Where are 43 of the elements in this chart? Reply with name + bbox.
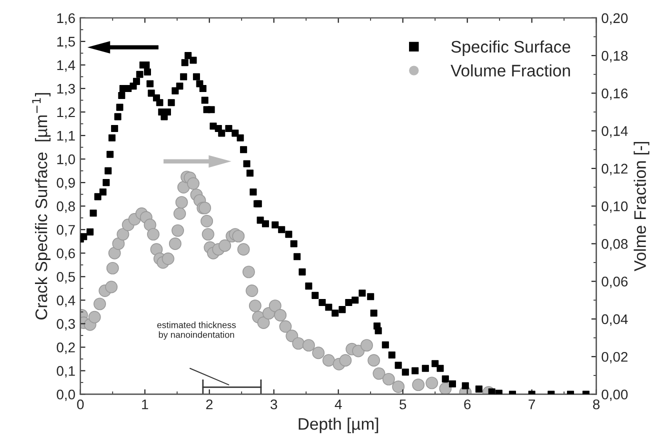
x-tick-label: 1	[142, 400, 148, 410]
y2-tick-label: 0,12	[602, 164, 628, 176]
y2-tick-label: 0,16	[602, 88, 628, 100]
x-tick-label: 6	[464, 399, 471, 410]
y-tick-label: 1,3	[57, 84, 75, 96]
legend-label: Volume Fraction	[450, 64, 570, 77]
y2-tick-label: 0,18	[602, 50, 628, 62]
y-tick-label: 0,4	[56, 295, 76, 307]
y2-tick-label: 0,08	[602, 239, 628, 251]
x-axis-title: Depth [µm]	[298, 418, 378, 434]
y-tick-label: 1,5	[57, 36, 75, 48]
y-tick-label: 0,1	[56, 366, 75, 378]
x-tick-label: 2	[206, 399, 213, 410]
y-tick-label: 1,2	[57, 107, 75, 119]
y-tick-label: 1,1	[57, 130, 75, 142]
y2-tick-label: 0,14	[602, 126, 628, 138]
y2-tick-label: 0,02	[602, 352, 628, 364]
y2-tick-label: 0,00	[602, 390, 628, 402]
y2-tick-label: 0,10	[602, 201, 628, 213]
y-tick-label: 0,5	[56, 272, 75, 284]
y-tick-label: 0,3	[56, 319, 75, 330]
y-tick-label: 0,6	[56, 248, 75, 260]
y-tick-label: 0,2	[56, 342, 75, 354]
y-tick-label: 1,4	[57, 60, 76, 72]
y-tick-label: 0,7	[56, 224, 75, 236]
y-tick-label: 1,6	[57, 13, 75, 25]
y-tick-label: 0,8	[56, 201, 75, 213]
annotation: estimated thickness by nanoindentation	[157, 322, 236, 340]
y-tick-label: 0,0	[56, 390, 75, 402]
y-tick-label: 1,0	[57, 154, 75, 166]
x-tick-label: 8	[593, 399, 600, 410]
y2-tick-label: 0,04	[602, 314, 628, 326]
y2-axis-title: Volme Fraction [-]	[634, 142, 650, 272]
legend-label: Specific Surface	[451, 40, 570, 56]
x-tick-label: 4	[334, 400, 342, 410]
x-tick-label: 5	[400, 400, 406, 410]
x-tick-label: 0	[77, 399, 84, 410]
y-tick-label: 0,9	[56, 178, 75, 190]
y2-tick-label: 0,20	[602, 13, 628, 25]
x-tick-label: 3	[270, 399, 278, 410]
x-tick-label: 7	[528, 400, 535, 410]
y-axis-title: Crack Specific Surface [µm$^{−1}$]	[32, 93, 51, 320]
y2-tick-label: 0,06	[602, 276, 628, 288]
